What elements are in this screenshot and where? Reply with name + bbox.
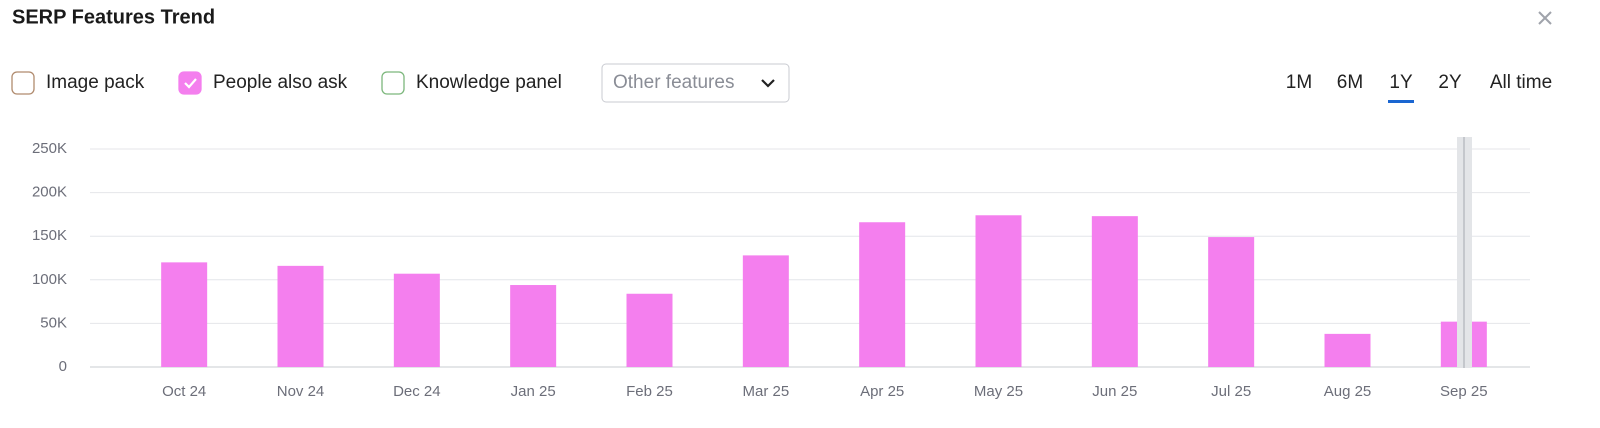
range-button[interactable]: 1M [1286,72,1312,93]
checkmark [184,78,197,89]
x-tick-label: Jun 25 [1092,383,1137,400]
x-tick-label: Feb 25 [626,383,673,400]
chart-title: SERP Features Trend [12,6,215,28]
checkbox[interactable] [178,71,202,95]
x-tick-label: Jan 25 [511,383,556,400]
y-tick-label: 150K [32,227,67,244]
range-button[interactable]: All time [1490,72,1552,93]
legend-label: Image pack [46,72,145,93]
bar [1091,216,1138,367]
x-tick-label: Jul 25 [1211,383,1251,400]
range-underline [1388,100,1414,103]
range-button[interactable]: 1Y [1389,72,1413,93]
bar [393,273,440,367]
bar [1324,333,1371,367]
x-tick-label: Mar 25 [742,383,789,400]
x-tick-label: Sep 25 [1440,383,1488,400]
x-tick-label: Apr 25 [860,383,904,400]
y-tick-label: 0 [59,358,67,375]
bar [742,255,789,367]
y-tick-label: 100K [32,271,67,288]
x-tick-label: Dec 24 [393,383,441,400]
range-button[interactable]: 2Y [1438,72,1462,93]
x-tick-label: Oct 24 [162,383,206,400]
bar [859,222,906,367]
legend-label: Knowledge panel [416,72,562,93]
dropdown[interactable] [601,63,790,103]
x-tick-label: Aug 25 [1324,383,1372,400]
legend-label: People also ask [213,72,348,93]
dropdown-label: Other features [613,72,734,93]
bar [510,285,557,367]
bar [975,215,1022,367]
y-tick-label: 250K [32,140,67,157]
x-tick-label: Nov 24 [277,383,325,400]
close-button[interactable] [1538,11,1552,25]
y-tick-label: 200K [32,184,67,201]
bar [277,265,324,367]
chevron [761,79,775,88]
bar [626,293,673,367]
checkbox[interactable] [381,71,405,95]
bar [1208,237,1255,367]
bar [161,262,208,367]
x-tick-label: May 25 [974,383,1023,400]
y-tick-label: 50K [40,314,67,331]
checkbox[interactable] [11,71,35,95]
range-button[interactable]: 6M [1337,72,1363,93]
